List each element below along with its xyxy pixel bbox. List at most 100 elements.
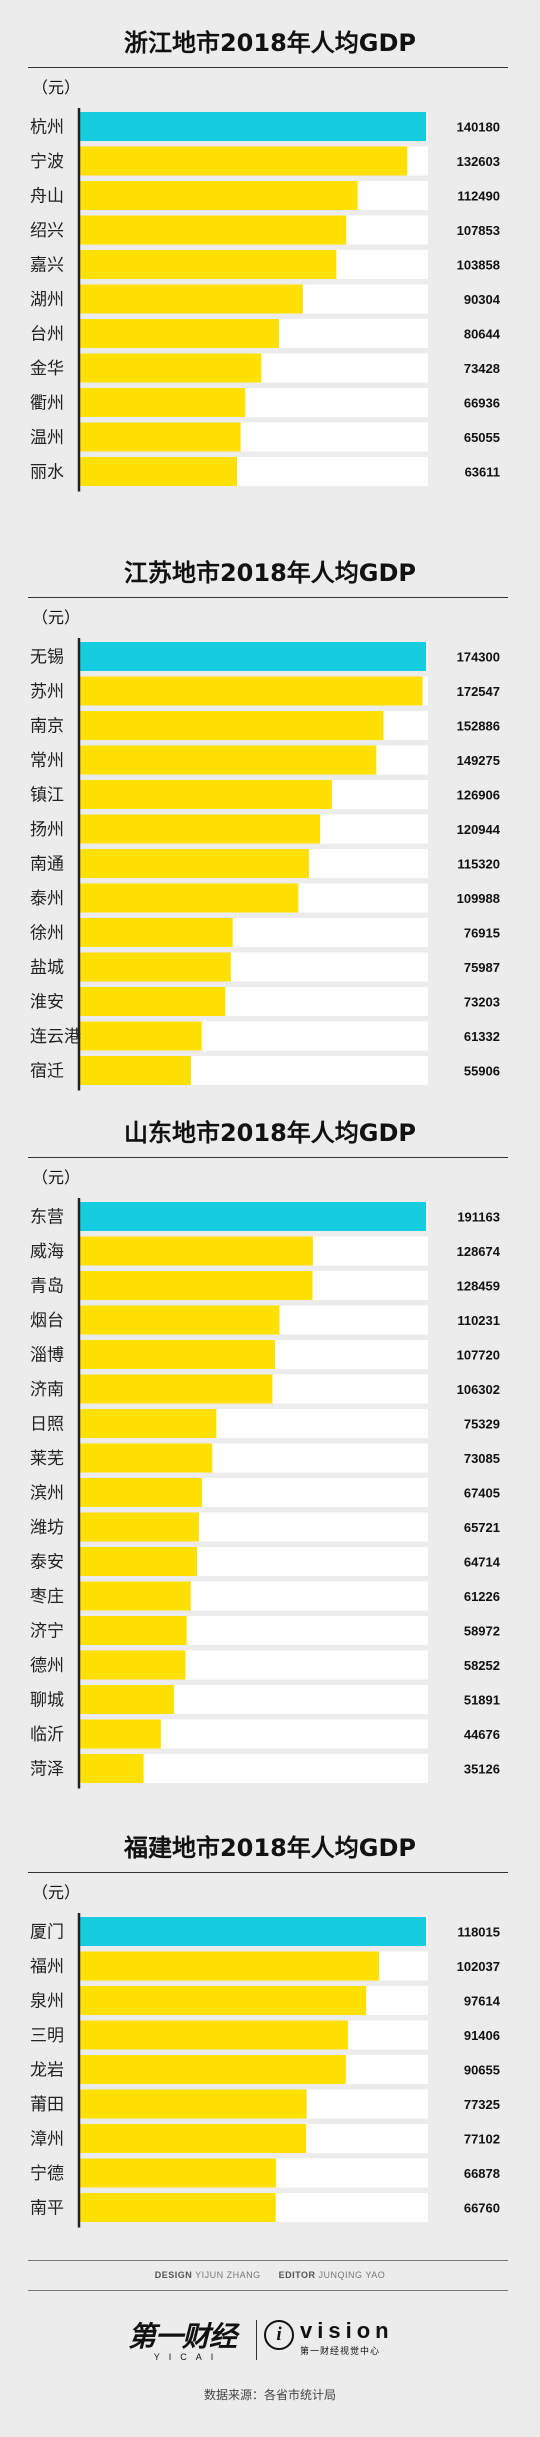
chart-title: 山东地市2018年人均GDP: [123, 1119, 416, 1147]
category-label: 淮安: [30, 993, 64, 1013]
category-label: 济宁: [30, 1622, 64, 1642]
bar: [80, 1685, 174, 1714]
category-label: 南平: [30, 2199, 64, 2219]
vision-i-icon: i: [264, 2320, 294, 2350]
logo-separator: [256, 2320, 257, 2360]
value-label: 97614: [464, 1994, 501, 2009]
category-label: 福州: [30, 1957, 64, 1977]
yicai-logo-cn: 第一财经: [128, 2320, 237, 2353]
bar: [80, 2124, 307, 2153]
category-label: 南通: [30, 855, 64, 875]
value-label: 73203: [464, 995, 500, 1010]
bar: [80, 1719, 161, 1749]
bar: [80, 676, 423, 706]
category-label: 金华: [30, 359, 64, 379]
title-rule: [28, 1872, 508, 1873]
value-label: 58252: [464, 1658, 500, 1673]
bar: [80, 250, 337, 279]
bar: [80, 2020, 348, 2050]
category-label: 温州: [30, 428, 64, 448]
category-label: 莱芜: [30, 1449, 64, 1469]
category-label: 宁德: [30, 2164, 64, 2184]
value-label: 61226: [464, 1589, 500, 1604]
bar: [80, 2055, 346, 2084]
bar: [80, 1650, 186, 1680]
category-label: 临沂: [30, 1725, 64, 1745]
category-label: 嘉兴: [30, 256, 64, 276]
category-label: 舟山: [30, 187, 64, 207]
bar: [80, 388, 246, 417]
design-name: YIJUN ZHANG: [195, 2270, 261, 2280]
bar: [80, 353, 262, 383]
value-label: 44676: [464, 1727, 500, 1742]
category-label: 衢州: [30, 393, 64, 414]
value-label: 152886: [457, 719, 500, 734]
footer-top-rule: [28, 2260, 508, 2261]
category-label: 枣庄: [30, 1587, 64, 1607]
category-label: 威海: [30, 1242, 64, 1262]
data-source: 数据来源：各省市统计局: [203, 2388, 336, 2402]
bar: [80, 2193, 276, 2222]
value-label: 91406: [464, 2028, 500, 2043]
category-label: 湖州: [30, 290, 64, 310]
value-label: 75987: [464, 960, 500, 975]
bar: [80, 1478, 203, 1507]
category-label: 泰安: [30, 1553, 64, 1573]
bar: [80, 1305, 280, 1335]
value-label: 35126: [464, 1762, 500, 1777]
bar: [80, 1202, 426, 1231]
value-label: 106302: [457, 1382, 500, 1397]
value-label: 115320: [457, 857, 500, 872]
bar: [80, 849, 309, 878]
value-label: 58972: [464, 1624, 500, 1639]
bar: [80, 112, 426, 141]
category-label: 滨州: [30, 1484, 64, 1504]
value-label: 120944: [457, 822, 501, 837]
bar: [80, 883, 299, 913]
category-label: 青岛: [30, 1277, 64, 1297]
value-label: 107853: [457, 223, 500, 238]
bar: [80, 1917, 426, 1946]
value-label: 77102: [464, 2132, 500, 2147]
value-label: 191163: [457, 1210, 500, 1225]
value-label: 149275: [457, 753, 500, 768]
bar: [80, 1374, 273, 1404]
bar: [80, 284, 303, 314]
bar: [80, 1021, 202, 1051]
category-label: 杭州: [30, 118, 64, 138]
category-label: 莆田: [30, 2095, 64, 2115]
value-label: 90655: [464, 2063, 500, 2078]
category-label: 徐州: [30, 924, 64, 944]
bar: [80, 642, 426, 671]
credits: DESIGN YIJUN ZHANG EDITOR JUNQING YAO: [0, 2270, 540, 2280]
title-rule: [28, 1157, 508, 1158]
value-label: 128459: [457, 1279, 500, 1294]
value-label: 112490: [457, 189, 500, 204]
vision-subtitle: 第一财经视觉中心: [300, 2347, 381, 2357]
bar: [80, 215, 347, 245]
category-label: 泰州: [30, 889, 64, 909]
value-label: 77325: [464, 2097, 500, 2112]
value-label: 128674: [457, 1244, 501, 1259]
category-label: 潍坊: [30, 1518, 64, 1538]
value-label: 65721: [464, 1520, 500, 1535]
value-label: 107720: [457, 1348, 500, 1363]
category-label: 日照: [30, 1415, 64, 1435]
bar: [80, 918, 233, 947]
bar: [80, 1236, 313, 1266]
footer-bottom-rule: [28, 2290, 508, 2291]
unit-label: （元）: [32, 1168, 81, 1187]
category-label: 南京: [30, 717, 64, 737]
value-label: 140180: [457, 120, 500, 135]
category-label: 丽水: [30, 463, 64, 483]
value-label: 63611: [465, 465, 500, 480]
chart-title: 福建地市2018年人均GDP: [123, 1834, 416, 1862]
bar: [80, 2089, 307, 2119]
bar: [80, 1986, 367, 2015]
value-label: 55906: [464, 1064, 500, 1079]
bar: [80, 2158, 277, 2188]
category-label: 宁波: [30, 152, 64, 172]
unit-label: （元）: [32, 78, 81, 97]
value-label: 132603: [457, 154, 500, 169]
category-label: 东营: [30, 1208, 64, 1228]
